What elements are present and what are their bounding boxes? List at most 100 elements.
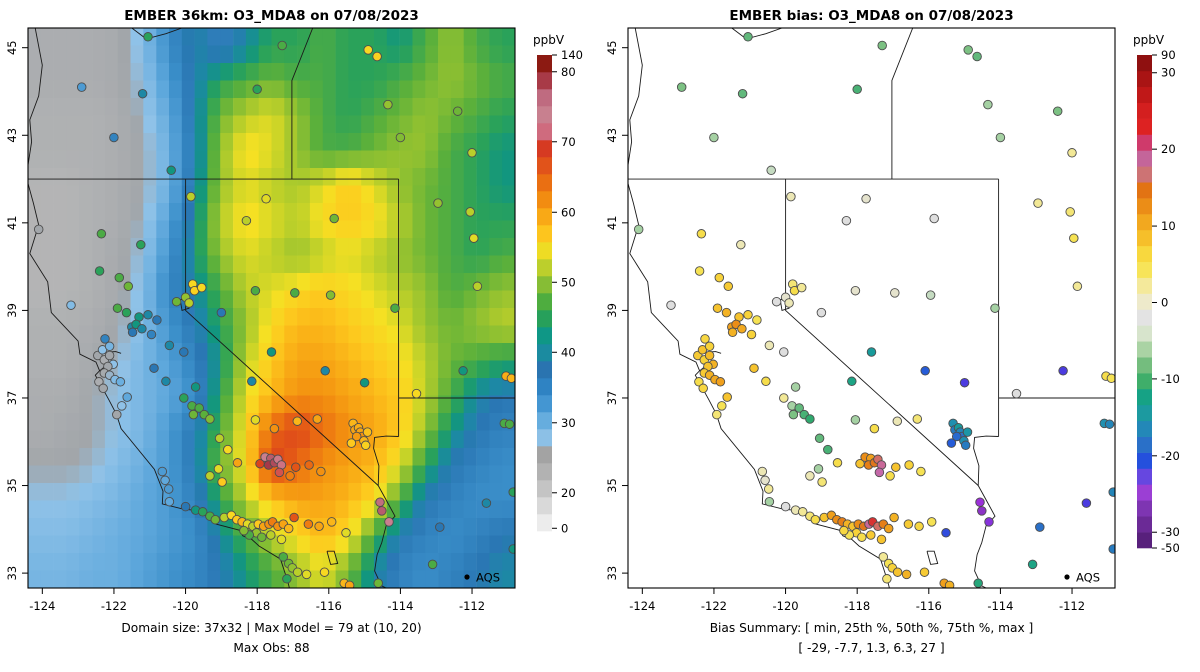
model-raster-cell — [117, 220, 131, 239]
model-raster-cell — [348, 273, 362, 291]
model-raster-cell — [194, 115, 208, 134]
model-raster-cell — [438, 28, 452, 46]
model-raster-cell — [53, 28, 67, 46]
model-raster-cell — [425, 185, 439, 204]
model-raster-cell — [425, 343, 439, 361]
colorbar-segment — [1137, 198, 1152, 215]
model-raster-cell — [438, 238, 452, 256]
model-raster-cell — [322, 395, 336, 414]
station-dot — [847, 376, 857, 387]
model-raster-cell — [207, 45, 221, 64]
model-raster-cell — [117, 360, 131, 379]
station-dot — [694, 377, 704, 387]
model-raster-cell — [322, 80, 336, 99]
model-raster-cell — [438, 360, 452, 379]
model-raster-cell — [386, 500, 400, 519]
model-raster-cell — [143, 238, 157, 256]
model-raster-cell — [335, 255, 349, 274]
colorbar-segment — [1137, 118, 1152, 135]
model-raster-cell — [502, 290, 515, 309]
station-dot — [114, 272, 125, 283]
model-raster-cell — [361, 308, 375, 326]
model-raster-cell — [284, 185, 298, 204]
model-raster-cell — [66, 28, 80, 46]
model-raster-cell — [322, 448, 336, 466]
model-raster-cell — [374, 63, 388, 81]
station-dot — [472, 281, 483, 292]
model-raster-cell — [425, 238, 439, 256]
model-raster-cell — [284, 168, 298, 186]
model-raster-cell — [28, 203, 42, 221]
panel-bias-caption-1: Bias Summary: [ min, 25th %, 50th %, 75t… — [709, 621, 1034, 635]
model-raster-cell — [348, 255, 362, 274]
model-raster-cell — [438, 168, 452, 186]
model-raster-cell — [130, 28, 144, 46]
model-raster-cell — [297, 168, 311, 186]
station-dot — [146, 329, 157, 340]
model-raster-cell — [258, 465, 272, 484]
model-raster-cell — [53, 483, 67, 501]
model-raster-cell — [284, 133, 298, 151]
model-raster-cell — [79, 115, 93, 134]
model-raster-cell — [476, 325, 490, 344]
model-raster-cell — [53, 360, 67, 379]
station-dot — [383, 99, 393, 110]
colorbar-segment — [537, 276, 552, 294]
model-raster-cell — [53, 535, 67, 554]
station-dot — [857, 532, 867, 542]
model-raster-cell — [361, 133, 375, 151]
model-raster-cell — [143, 203, 157, 221]
model-raster-cell — [156, 185, 170, 204]
state-border-line — [926, 550, 939, 565]
model-raster-cell — [181, 255, 195, 274]
model-raster-cell — [374, 343, 388, 361]
model-raster-cell — [399, 378, 413, 396]
colorbar-segment — [537, 378, 552, 396]
model-raster-cell — [117, 28, 131, 46]
colorbar-segment — [1137, 134, 1152, 151]
model-raster-cell — [220, 133, 234, 151]
model-raster-cell — [361, 518, 375, 536]
station-dot — [749, 363, 759, 373]
model-raster-cell — [361, 448, 375, 466]
model-raster-cell — [271, 220, 285, 239]
model-raster-cell — [104, 203, 119, 221]
model-raster-cell — [476, 63, 490, 81]
model-raster-cell — [463, 115, 477, 134]
model-raster-cell — [104, 535, 119, 554]
model-raster-cell — [117, 255, 131, 274]
model-raster-cell — [143, 115, 157, 134]
bias-map-layer — [628, 28, 1115, 588]
colorbar-segment — [1137, 388, 1152, 406]
aqs-legend-label: AQS — [1076, 571, 1100, 585]
model-raster-cell — [476, 238, 490, 256]
model-raster-cell — [271, 360, 285, 379]
model-raster-cell — [386, 465, 400, 484]
model-raster-cell — [399, 430, 413, 449]
model-raster-cell — [309, 80, 324, 99]
model-raster-cell — [374, 308, 388, 326]
model-raster-cell — [169, 203, 183, 221]
model-raster-cell — [399, 80, 413, 99]
model-raster-cell — [489, 553, 503, 571]
model-raster-cell — [438, 448, 452, 466]
model-raster-cell — [399, 98, 413, 116]
station-dot — [180, 501, 191, 512]
model-raster-cell — [374, 80, 388, 99]
model-raster-cell — [220, 220, 234, 239]
model-raster-cell — [194, 45, 208, 64]
station-dot — [1052, 106, 1063, 116]
model-raster-cell — [374, 168, 388, 186]
station-dot — [1081, 498, 1092, 508]
model-raster-cell — [169, 115, 183, 134]
model-raster-cell — [322, 185, 336, 204]
model-raster-cell — [233, 28, 247, 46]
station-dot — [1011, 388, 1022, 399]
model-raster-cell — [40, 553, 54, 571]
model-raster-cell — [79, 535, 93, 554]
model-raster-cell — [169, 150, 183, 169]
model-raster-cell — [143, 570, 157, 588]
model-raster-cell — [297, 203, 311, 221]
station-dot — [779, 347, 789, 357]
model-raster-cell — [309, 115, 324, 134]
